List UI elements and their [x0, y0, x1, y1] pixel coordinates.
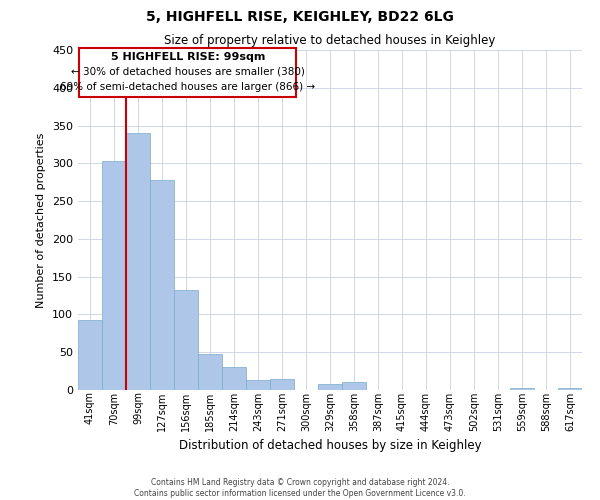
Bar: [126, 133, 150, 390]
Text: Contains HM Land Registry data © Crown copyright and database right 2024.
Contai: Contains HM Land Registry data © Crown c…: [134, 478, 466, 498]
Bar: [246, 380, 270, 390]
Bar: [318, 384, 342, 390]
Bar: [342, 382, 366, 390]
X-axis label: Distribution of detached houses by size in Keighley: Distribution of detached houses by size …: [179, 439, 481, 452]
Bar: [78, 320, 102, 390]
Y-axis label: Number of detached properties: Number of detached properties: [37, 132, 46, 308]
Bar: [174, 290, 198, 390]
Bar: [222, 366, 246, 390]
Text: 5, HIGHFELL RISE, KEIGHLEY, BD22 6LG: 5, HIGHFELL RISE, KEIGHLEY, BD22 6LG: [146, 10, 454, 24]
Bar: [270, 378, 294, 390]
Bar: [102, 161, 126, 390]
Bar: [510, 388, 534, 390]
Bar: [198, 354, 222, 390]
Bar: [558, 388, 582, 390]
Title: Size of property relative to detached houses in Keighley: Size of property relative to detached ho…: [164, 34, 496, 48]
Bar: [150, 180, 174, 390]
Text: 69% of semi-detached houses are larger (866) →: 69% of semi-detached houses are larger (…: [60, 82, 316, 92]
FancyBboxPatch shape: [79, 48, 296, 97]
Text: 5 HIGHFELL RISE: 99sqm: 5 HIGHFELL RISE: 99sqm: [110, 52, 265, 62]
Text: ← 30% of detached houses are smaller (380): ← 30% of detached houses are smaller (38…: [71, 67, 305, 77]
